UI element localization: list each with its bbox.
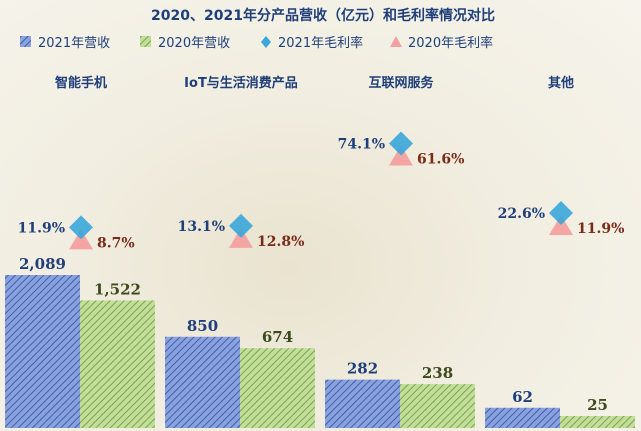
bar-label-2021-3: 62: [512, 388, 533, 406]
bar-2021-0: [5, 275, 80, 428]
margin-2020-label-2: 61.6%: [417, 151, 464, 167]
legend-diamond-icon: [261, 36, 271, 48]
legend-swatch-0: [20, 36, 31, 47]
margin-2021-marker-0: [69, 215, 93, 240]
chart-title: 2020、2021年分产品营收（亿元）和毛利率情况对比: [151, 7, 495, 24]
bar-label-2020-0: 1,522: [94, 280, 141, 298]
legend-label-1: 2020年营收: [158, 36, 230, 51]
legend-swatch-1: [140, 36, 151, 47]
margin-2021-marker-1: [229, 213, 253, 238]
category-label-2: 互联网服务: [368, 75, 434, 91]
legend-triangle-icon: [390, 36, 402, 47]
bar-2021-1: [165, 336, 240, 428]
bar-label-2021-2: 282: [347, 360, 378, 378]
bar-label-2021-0: 2,089: [19, 255, 66, 273]
margin-2020-label-3: 11.9%: [577, 221, 624, 237]
margin-2021-label-1: 13.1%: [178, 219, 225, 235]
margin-2021-label-0: 11.9%: [18, 220, 65, 236]
margin-2020-label-0: 8.7%: [97, 235, 135, 251]
legend-label-0: 2021年营收: [38, 36, 110, 51]
bars: 2,089 1,522 850 674 282 238 62 25: [5, 255, 635, 428]
bar-2020-2: [400, 384, 475, 428]
bar-label-2020-2: 238: [422, 364, 453, 382]
margin-2021-marker-3: [549, 200, 573, 225]
bar-label-2020-3: 25: [587, 396, 608, 414]
legend-label-2: 2021年毛利率: [278, 35, 363, 51]
bar-2020-3: [560, 415, 635, 428]
bar-2020-0: [80, 300, 155, 428]
bar-2021-2: [325, 379, 400, 428]
margin-2021-label-3: 22.6%: [498, 206, 545, 222]
margin-markers: 11.9% 8.7% 13.1% 12.8% 74.1% 61.6% 22.6% 11.9%: [18, 131, 624, 251]
category-labels: 智能手机 IoT与生活消费产品 互联网服务 其他: [55, 75, 574, 91]
category-label-0: 智能手机: [55, 75, 107, 91]
margin-2021-marker-2: [389, 131, 413, 156]
margin-2021-label-2: 74.1%: [338, 136, 385, 152]
legend: 2021年营收 2020年营收 2021年毛利率 2020年毛利率: [20, 35, 493, 51]
category-label-1: IoT与生活消费产品: [184, 75, 298, 91]
legend-label-3: 2020年毛利率: [408, 35, 493, 51]
category-label-3: 其他: [548, 75, 574, 91]
bar-2020-1: [240, 348, 315, 428]
margin-2020-label-1: 12.8%: [257, 234, 304, 250]
bar-2021-3: [485, 407, 560, 428]
bar-label-2020-1: 674: [262, 328, 293, 346]
bar-label-2021-1: 850: [187, 317, 218, 335]
